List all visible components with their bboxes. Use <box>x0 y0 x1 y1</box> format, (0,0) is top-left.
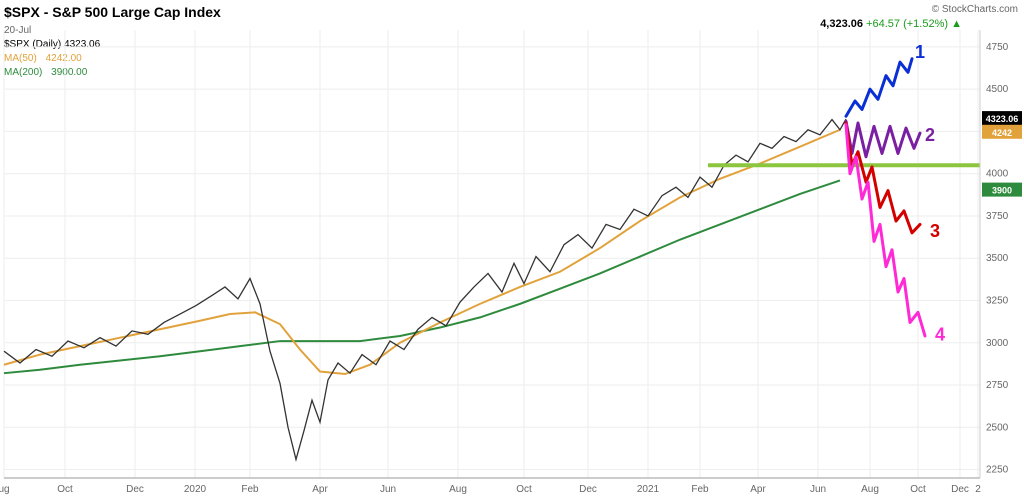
x-tick-label: Apr <box>750 484 766 495</box>
y-tick-label: 3500 <box>986 253 1009 264</box>
x-tick-label: Dec <box>126 484 144 495</box>
price-box-value: 4242 <box>992 128 1012 138</box>
x-tick-label: Dec <box>579 484 597 495</box>
x-tick-label: 2 <box>975 484 981 495</box>
y-tick-label: 2750 <box>986 380 1009 391</box>
x-tick-label: Aug <box>449 484 467 495</box>
y-tick-label: 2500 <box>986 422 1009 433</box>
y-tick-label: 3750 <box>986 211 1009 222</box>
x-tick-label: 2020 <box>184 484 207 495</box>
price-box-value: 3900 <box>992 186 1012 196</box>
x-tick-label: Oct <box>910 484 926 495</box>
x-tick-label: Aug <box>861 484 879 495</box>
scenario-1-line <box>846 59 912 116</box>
x-tick-label: Oct <box>57 484 73 495</box>
x-tick-label: Feb <box>241 484 259 495</box>
scenario-1-label: 1 <box>915 42 925 62</box>
chart-svg: 2250250027503000325035003750400042504500… <box>0 0 1024 503</box>
x-tick-label: Feb <box>691 484 709 495</box>
x-tick-label: Apr <box>312 484 328 495</box>
y-tick-label: 3250 <box>986 295 1009 306</box>
y-tick-label: 4750 <box>986 42 1009 53</box>
ma200-line <box>4 180 840 373</box>
x-tick-label: 2021 <box>637 484 660 495</box>
price-box-value: 4323.06 <box>986 114 1019 124</box>
y-tick-label: 3000 <box>986 338 1009 349</box>
stock-chart: $SPX - S&P 500 Large Cap Index © StockCh… <box>0 0 1024 503</box>
y-tick-label: 2250 <box>986 465 1009 476</box>
x-tick-label: Jun <box>810 484 826 495</box>
y-tick-label: 4000 <box>986 169 1009 180</box>
x-tick-label: Oct <box>516 484 532 495</box>
x-tick-label: ug <box>0 484 10 495</box>
price-line <box>4 119 846 459</box>
scenario-2-label: 2 <box>925 125 935 145</box>
scenario-4-label: 4 <box>935 324 945 344</box>
x-tick-label: Jun <box>380 484 396 495</box>
y-tick-label: 4500 <box>986 84 1009 95</box>
x-tick-label: Dec <box>951 484 969 495</box>
scenario-3-label: 3 <box>930 221 940 241</box>
